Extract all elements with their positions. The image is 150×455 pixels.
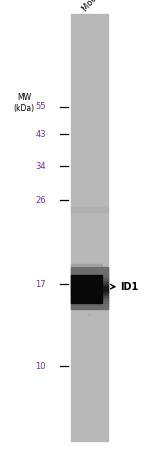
Text: Mouse ESC: Mouse ESC [81, 0, 118, 14]
Bar [70, 295, 108, 297]
Bar [70, 303, 108, 305]
Bar [70, 275, 108, 277]
Bar [70, 268, 108, 270]
Text: 17: 17 [35, 280, 46, 289]
Bar [70, 288, 108, 290]
Bar [70, 302, 108, 304]
Bar [70, 283, 108, 285]
Bar [70, 286, 108, 288]
Text: ID1: ID1 [120, 282, 138, 292]
Bar [70, 278, 108, 280]
Bar [70, 298, 108, 299]
Bar [70, 275, 102, 303]
Text: MW
(kDa): MW (kDa) [14, 93, 34, 113]
Bar [70, 272, 108, 274]
Bar [70, 279, 108, 281]
Bar [70, 285, 108, 287]
Bar [70, 264, 102, 274]
Text: 26: 26 [35, 196, 46, 205]
Bar [70, 267, 108, 268]
Bar [70, 293, 108, 295]
Bar [70, 14, 108, 441]
Bar [70, 308, 108, 309]
Text: 43: 43 [35, 130, 46, 139]
Bar [70, 269, 108, 271]
Text: 34: 34 [35, 162, 46, 171]
Bar [70, 271, 108, 273]
Bar [70, 306, 108, 308]
Bar [70, 305, 108, 307]
Bar [70, 289, 108, 291]
Bar [70, 273, 108, 276]
Bar [70, 299, 108, 301]
Bar [70, 291, 108, 293]
Bar [70, 282, 108, 284]
Bar [70, 277, 108, 278]
Bar [70, 296, 108, 298]
Bar [70, 207, 108, 212]
Bar [70, 300, 108, 302]
Bar [70, 292, 108, 294]
Text: 55: 55 [36, 102, 46, 111]
Text: 10: 10 [36, 362, 46, 371]
Bar [70, 281, 108, 283]
